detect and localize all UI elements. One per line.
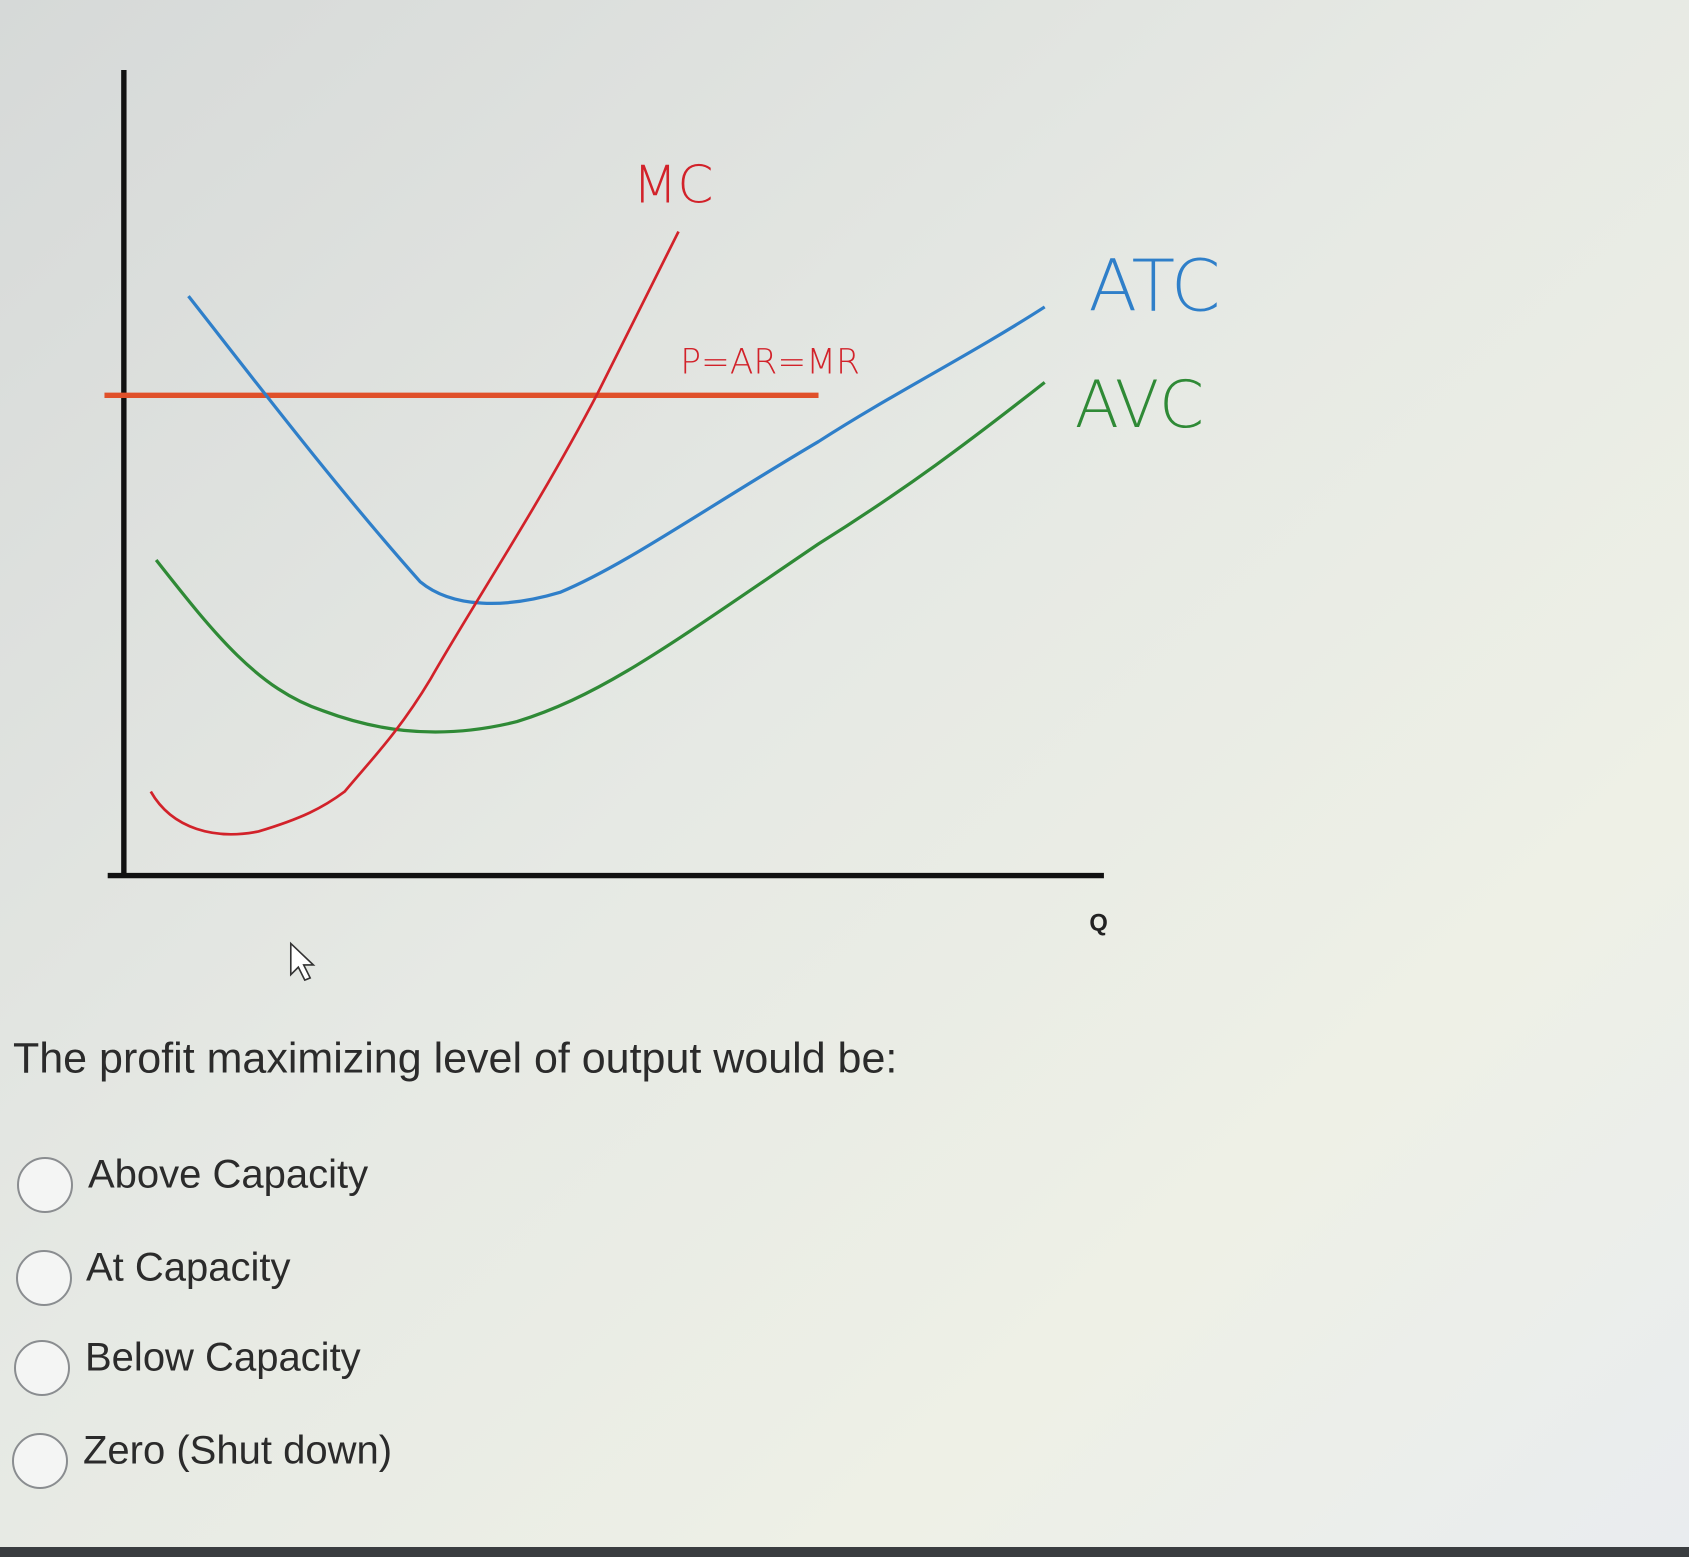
atc-curve xyxy=(187,295,1046,605)
x-axis-label: Q xyxy=(1089,910,1107,936)
diagram: MC P=AR=MR ATC AVC Q xyxy=(104,70,1221,982)
avc-label: AVC xyxy=(1075,368,1204,443)
bottom-bar xyxy=(0,1547,1689,1557)
option[interactable]: Above Capacity xyxy=(17,1153,368,1213)
option-label[interactable]: At Capacity xyxy=(86,1246,291,1290)
mc-curve xyxy=(149,230,680,836)
radio-button[interactable] xyxy=(14,1340,70,1396)
option[interactable]: At Capacity xyxy=(16,1246,291,1306)
radio-button[interactable] xyxy=(17,1157,73,1213)
option[interactable]: Zero (Shut down) xyxy=(12,1429,392,1489)
option-label[interactable]: Zero (Shut down) xyxy=(83,1429,392,1473)
radio-button[interactable] xyxy=(16,1250,72,1306)
option-label[interactable]: Below Capacity xyxy=(85,1336,361,1380)
cursor xyxy=(289,941,316,982)
mc-label: MC xyxy=(633,155,714,215)
avc-curve xyxy=(154,381,1046,734)
radio-button[interactable] xyxy=(12,1433,68,1489)
atc-label: ATC xyxy=(1089,244,1221,327)
option[interactable]: Below Capacity xyxy=(14,1336,361,1396)
option-label[interactable]: Above Capacity xyxy=(88,1153,368,1197)
price-label: P=AR=MR xyxy=(680,343,860,383)
question-prompt: The profit maximizing level of output wo… xyxy=(13,1034,897,1082)
